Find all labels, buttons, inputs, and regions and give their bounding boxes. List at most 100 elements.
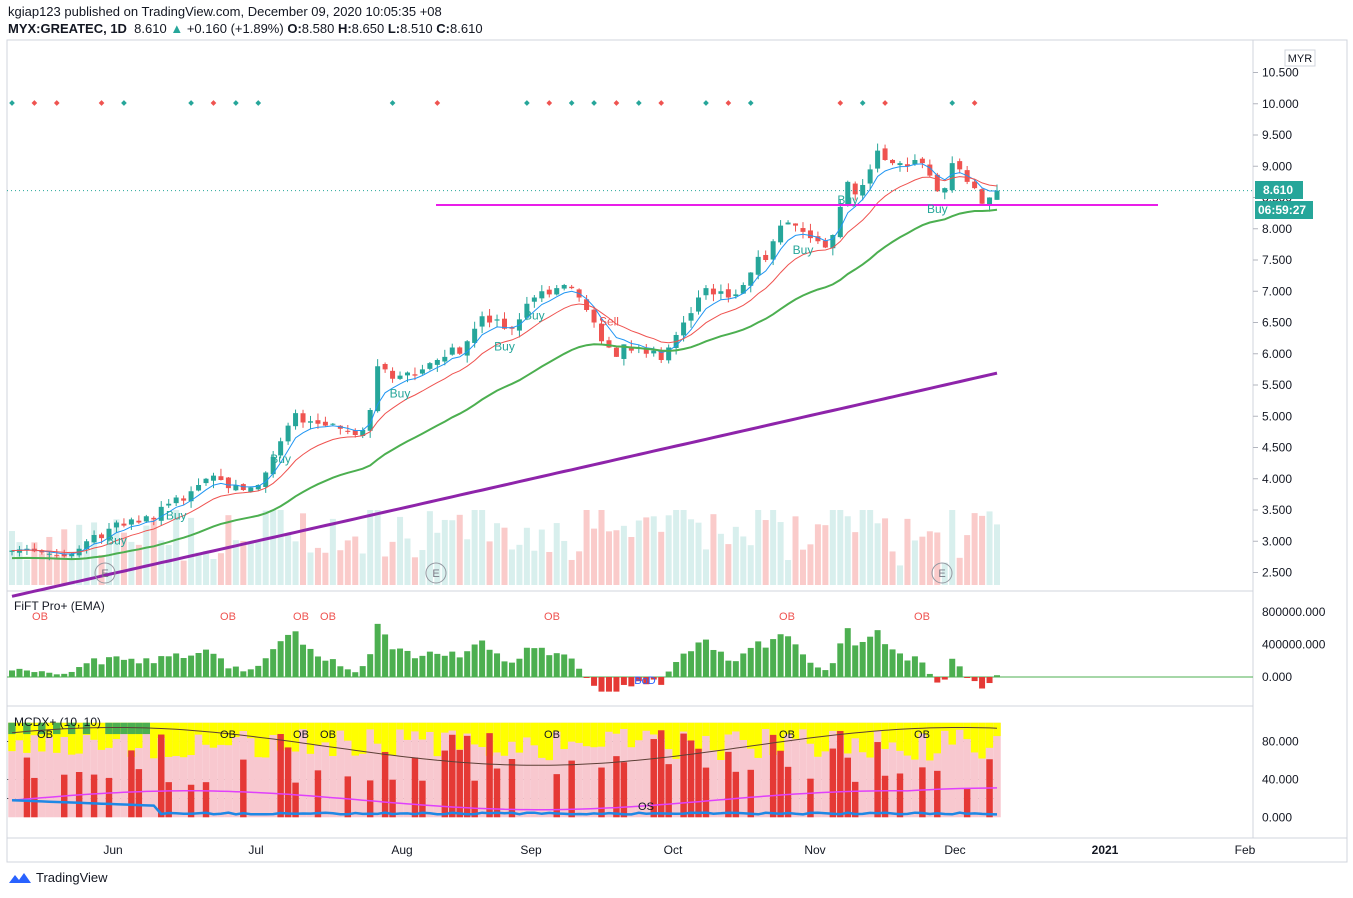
mcdx-pink-bar: [717, 722, 725, 818]
mcdx-yellow-bar: [724, 722, 733, 735]
buy-signal-label: Buy: [494, 340, 515, 354]
mcdx-yellow-bar: [873, 722, 882, 731]
volume-bar: [314, 547, 321, 585]
volume-bar: [710, 514, 717, 585]
fift-bar: [785, 636, 792, 677]
mcdx-yellow-bar: [291, 722, 300, 752]
mcdx-pink-bar: [306, 722, 315, 818]
fift-bar: [807, 662, 814, 677]
candle-body: [218, 476, 224, 480]
mcdx-pink-bar: [232, 722, 240, 818]
mcdx-yellow-bar: [672, 722, 680, 759]
mcdx-yellow-bar: [821, 722, 830, 752]
mcdx-yellow-bar: [791, 722, 800, 739]
mcdx-yellow-bar: [888, 722, 897, 743]
fift-bar: [83, 663, 90, 677]
price-tick-label: 9.500: [1262, 128, 1292, 142]
mcdx-yellow-bar: [373, 722, 382, 744]
fift-bar: [650, 677, 657, 680]
fift-bar: [755, 641, 762, 677]
mcdx-yellow-bar: [53, 722, 61, 753]
volume-bar: [523, 527, 530, 585]
annotation-layer: Buy Buy Buy Buy Buy Buy Buy Buy Buy Sell E E E: [9, 100, 978, 584]
mcdx-pink-bar: [761, 722, 770, 818]
volume-bar: [464, 539, 471, 585]
time-tick-label: Oct: [664, 843, 683, 857]
signal-dot: [98, 100, 105, 106]
mcdx-green-bar: [23, 722, 31, 735]
fift-bar: [441, 655, 448, 677]
mcdx-yellow-bar: [941, 722, 949, 731]
mcdx-pink-bar: [403, 722, 412, 818]
candle-body: [345, 430, 351, 432]
candle-body: [793, 223, 799, 226]
fift-bar: [561, 654, 568, 677]
mcdx-yellow-bar: [635, 722, 643, 741]
fift-bar: [240, 671, 247, 677]
candle-body: [69, 553, 75, 557]
mcdx-pink-bar: [45, 722, 54, 818]
volume-bar: [725, 544, 732, 585]
mcdx-yellow-bar: [284, 722, 292, 750]
mcdx-pink-bar: [538, 722, 546, 818]
mcdx-pink-bar: [202, 722, 210, 818]
mcdx-red-bar: [851, 781, 859, 818]
fift-tick-label: 800000.000: [1262, 605, 1326, 619]
volume-bar: [643, 517, 650, 585]
mcdx-pink-bar: [888, 722, 897, 818]
candle-body: [957, 161, 963, 170]
candle-body: [800, 228, 806, 232]
volume-bar: [591, 528, 598, 585]
volume-bar: [688, 519, 695, 585]
time-tick-label: Aug: [391, 843, 412, 857]
candle-body: [113, 522, 119, 528]
volume-bar: [911, 540, 918, 585]
fift-bar: [822, 670, 829, 677]
mcdx-red-bar: [105, 777, 113, 818]
earnings-marker-label: E: [432, 568, 439, 580]
candle-body: [375, 366, 381, 412]
candle-body: [449, 347, 455, 355]
mcdx-yellow-bar: [858, 722, 867, 753]
volume-bar: [285, 534, 292, 585]
volume-bar: [232, 540, 239, 585]
fift-ob-label: OB: [544, 611, 560, 623]
mcdx-pink-bar: [373, 722, 382, 818]
candle-body: [285, 425, 291, 442]
footer[interactable]: TradingView: [8, 870, 108, 885]
mcdx-pink-bar: [955, 722, 964, 818]
price-tick-label: 7.000: [1262, 284, 1292, 298]
mcdx-yellow-bar: [254, 722, 262, 758]
mcdx-yellow-bar: [978, 722, 986, 759]
candle-body: [897, 163, 903, 166]
candle-body: [778, 225, 784, 243]
mcdx-yellow-bar: [694, 722, 703, 752]
candle-body: [315, 420, 321, 424]
mcdx-red-bar: [613, 756, 620, 818]
mcdx-yellow-bar: [321, 722, 330, 743]
mcdx-red-bar: [934, 770, 941, 818]
currency-box[interactable]: [1284, 49, 1316, 67]
candle-body: [755, 256, 761, 275]
candle-body: [181, 498, 187, 501]
candle-body: [599, 323, 605, 342]
mcdx-pink-bar: [821, 722, 830, 818]
volume-bar: [874, 523, 881, 585]
mcdx-pink-bar: [911, 722, 919, 818]
mcdx-ob-label: OB: [779, 729, 795, 741]
mcdx-yellow-bar: [955, 722, 964, 730]
mcdx-green-bar: [38, 722, 46, 735]
open-label: O:: [287, 21, 302, 36]
mcdx-yellow-bar: [993, 722, 1001, 737]
candle-body: [815, 236, 821, 242]
signal-dot: [121, 100, 127, 106]
candle-body: [845, 181, 851, 205]
mcdx-pink-bar: [791, 722, 800, 818]
volume-bar: [747, 545, 754, 585]
mcdx-yellow-bar: [448, 722, 456, 731]
buy-signal-label: Buy: [927, 202, 948, 216]
price-tick-label: 3.500: [1262, 503, 1292, 517]
mcdx-pink-bar: [575, 722, 583, 818]
candle-body: [733, 294, 739, 297]
